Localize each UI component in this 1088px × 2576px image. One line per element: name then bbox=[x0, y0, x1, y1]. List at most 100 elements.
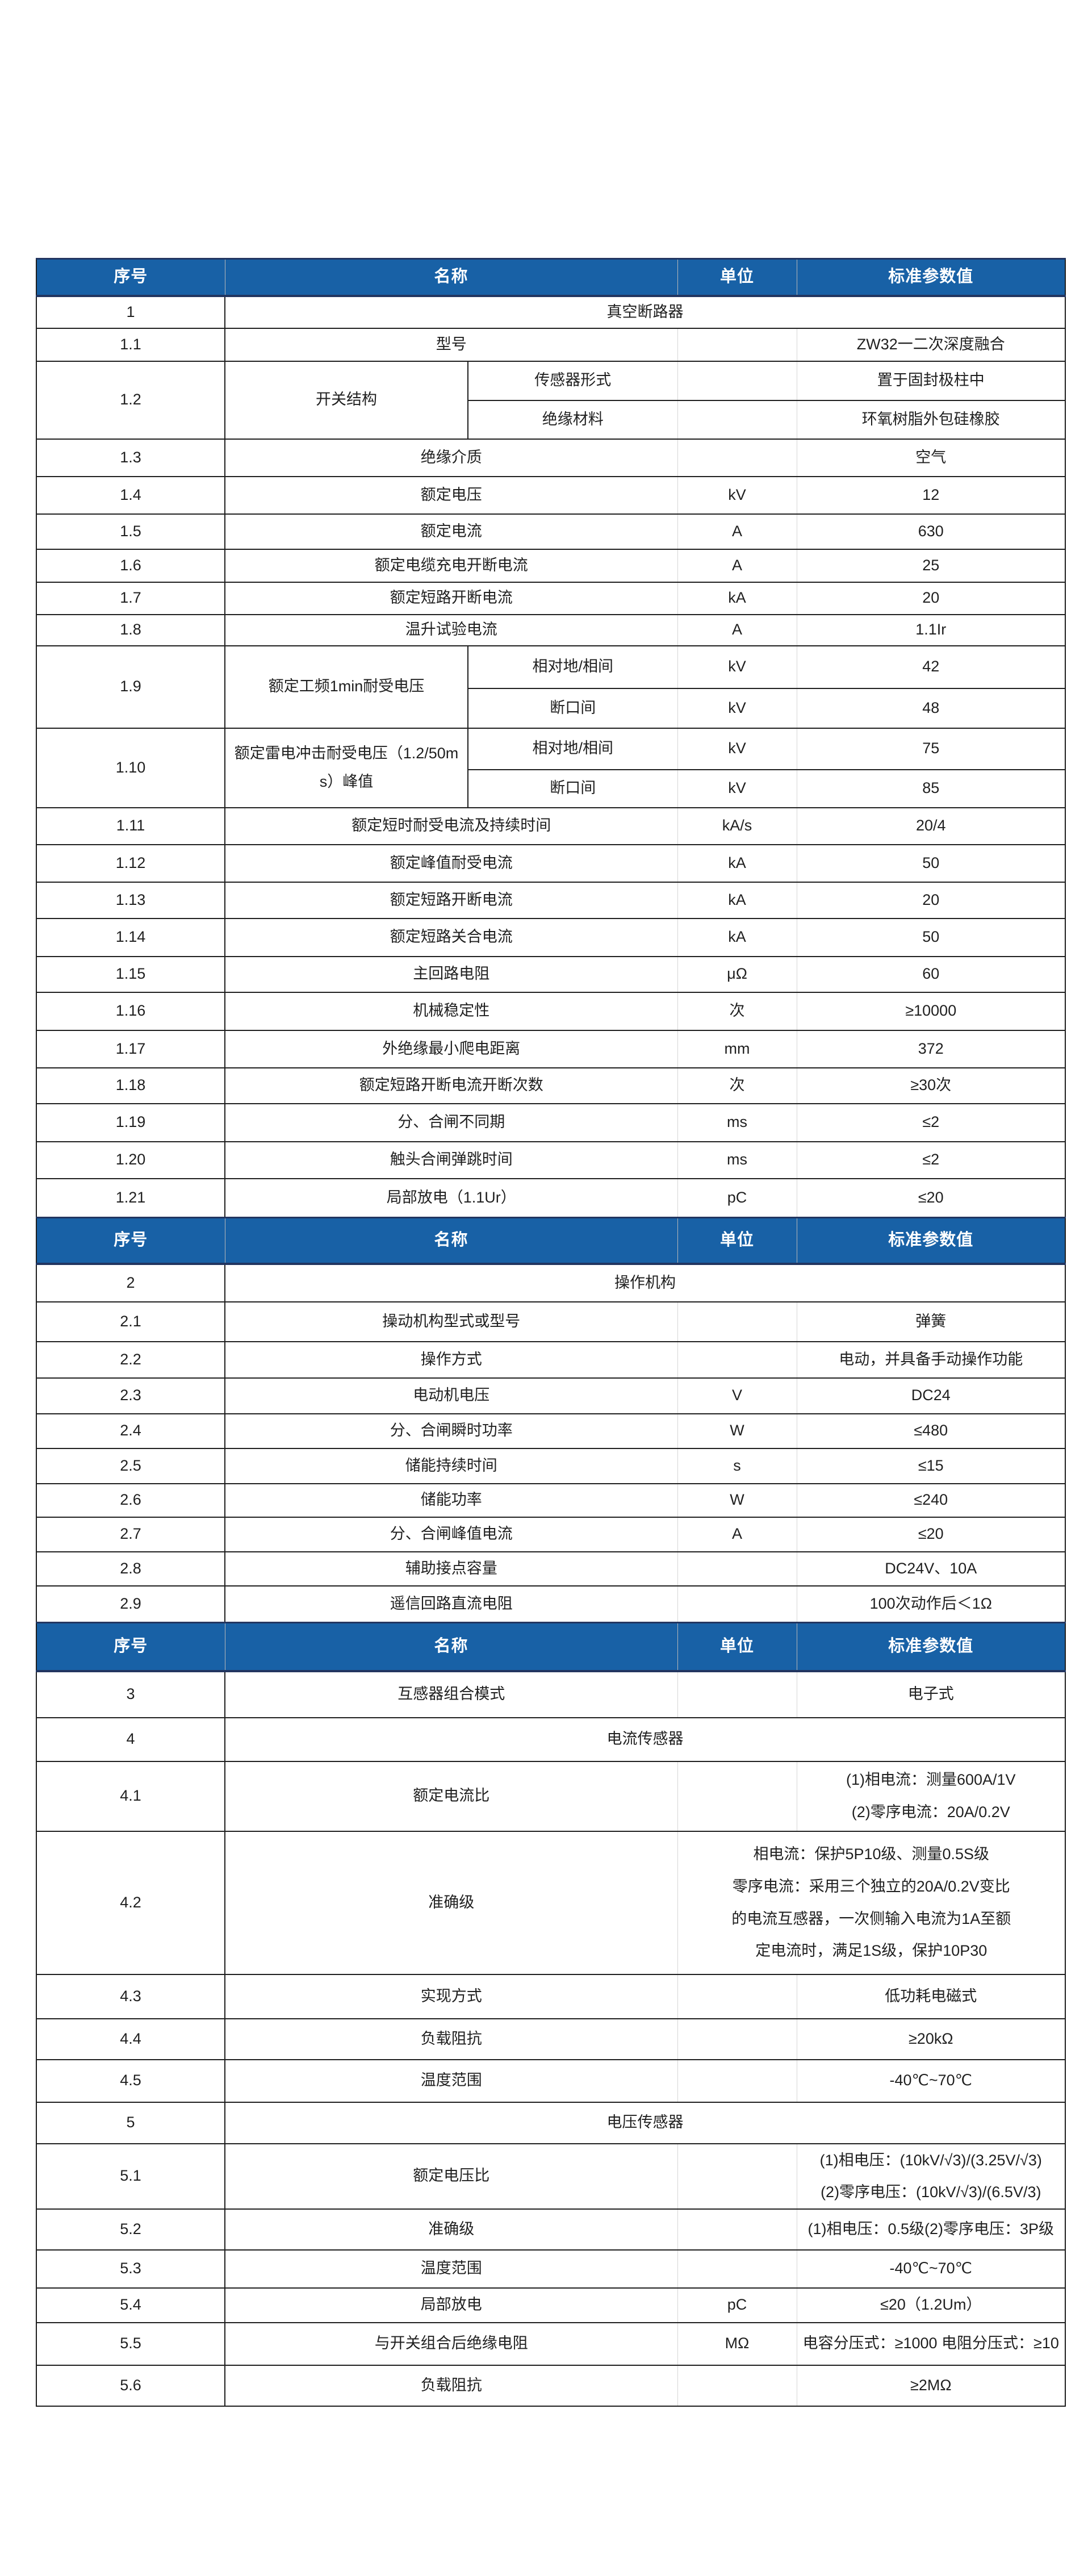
cell-unit bbox=[677, 399, 797, 439]
cell-value: 42 bbox=[796, 645, 1066, 688]
cell-unit bbox=[677, 2208, 797, 2250]
cell-serial: 1.3 bbox=[36, 438, 225, 477]
table-row: 5.4 局部放电 pC ≤20（1.2Um） bbox=[36, 2287, 1066, 2323]
cell-serial: 5.1 bbox=[36, 2143, 225, 2209]
cell-serial: 1.9 bbox=[36, 645, 225, 728]
table-row: 1.7 额定短路开断电流 kA 20 bbox=[36, 581, 1066, 615]
cell-name: 与开关组合后绝缘电阻 bbox=[225, 2322, 678, 2365]
cell-serial: 1 bbox=[36, 295, 225, 328]
cell-serial: 1.8 bbox=[36, 613, 225, 646]
cell-subname: 相对地/相间 bbox=[467, 645, 678, 688]
table-row: 2.3 电动机电压 V DC24 bbox=[36, 1377, 1066, 1414]
cell-unit bbox=[677, 2059, 797, 2102]
cell-value: 电容分压式：≥1000 电阻分压式：≥10 bbox=[796, 2322, 1066, 2365]
cell-value: ≤15 bbox=[796, 1447, 1066, 1484]
cell-unit: kV bbox=[677, 645, 797, 688]
table-row: 1.19 分、合闸不同期 ms ≤2 bbox=[36, 1103, 1066, 1142]
cell-unit: kA bbox=[677, 917, 797, 957]
cell-serial: 1.7 bbox=[36, 581, 225, 615]
cell-name: 准确级 bbox=[225, 1830, 678, 1974]
table-row: 1.20 触头合闸弹跳时间 ms ≤2 bbox=[36, 1141, 1066, 1179]
cell-value: 75 bbox=[796, 727, 1066, 770]
cell-unit: A bbox=[677, 548, 797, 582]
cell-serial: 2.3 bbox=[36, 1377, 225, 1414]
header-name: 名称 bbox=[224, 1622, 678, 1672]
cell-name: 额定电压比 bbox=[225, 2143, 678, 2209]
table-row: 1.15 主回路电阻 μΩ 60 bbox=[36, 955, 1066, 992]
header-unit: 单位 bbox=[677, 1217, 797, 1265]
cell-group-name: 开关结构 bbox=[225, 360, 468, 439]
cell-serial: 3 bbox=[36, 1670, 225, 1718]
cell-unit: kA bbox=[677, 844, 797, 882]
table-row: 5.6 负载阻抗 ≥2MΩ bbox=[36, 2364, 1066, 2406]
cell-serial: 4.4 bbox=[36, 2018, 225, 2060]
table-row: 5.1 额定电压比 (1)相电压：(10kV/√3)/(3.25V/√3) (2)零序… bbox=[36, 2143, 1066, 2209]
cell-unit bbox=[677, 360, 797, 400]
header-row: 序号 名称 单位 标准参数值 bbox=[36, 258, 1066, 297]
table-row: 5.3 温度范围 -40℃~70℃ bbox=[36, 2249, 1066, 2288]
table-row: 4.5 温度范围 -40℃~70℃ bbox=[36, 2059, 1066, 2102]
table-row: 5.2 准确级 (1)相电压：0.5级(2)零序电压：3P级 bbox=[36, 2208, 1066, 2250]
table-row: 1.12 额定峰值耐受电流 kA 50 bbox=[36, 844, 1066, 882]
cell-value: 环氧树脂外包硅橡胶 bbox=[796, 399, 1066, 439]
table-row: 2.2 操作方式 电动，并具备手动操作功能 bbox=[36, 1341, 1066, 1378]
table-row: 1.9 额定工频1min耐受电压 相对地/相间 kV 42 bbox=[36, 645, 1066, 728]
cell-name: 额定电流 bbox=[225, 513, 678, 549]
cell-subname: 相对地/相间 bbox=[467, 727, 678, 770]
cell-value: 48 bbox=[796, 687, 1066, 728]
value-line: 相电流：保护5P10级、测量0.5S级 bbox=[753, 1846, 990, 1863]
cell-value: (1)相电流：测量600A/1V (2)零序电流：20A/0.2V bbox=[796, 1760, 1066, 1831]
cell-value: ≤20 bbox=[796, 1516, 1066, 1552]
cell-value: 1.1Ir bbox=[796, 613, 1066, 646]
cell-serial: 1.21 bbox=[36, 1178, 225, 1218]
cell-name: 额定电流比 bbox=[225, 1760, 678, 1831]
cell-unit bbox=[677, 2143, 797, 2209]
cell-name: 机械稳定性 bbox=[225, 991, 678, 1030]
cell-value: 100次动作后＜1Ω bbox=[796, 1585, 1066, 1623]
table-row: 4.4 负载阻抗 ≥20kΩ bbox=[36, 2018, 1066, 2060]
cell-serial: 5.6 bbox=[36, 2364, 225, 2406]
cell-value: 相电流：保护5P10级、测量0.5S级零序电流：采用三个独立的20A/0.2V变… bbox=[677, 1830, 1066, 1974]
header-row: 序号 名称 单位 标准参数值 bbox=[36, 1622, 1066, 1672]
cell-subname: 断口间 bbox=[467, 687, 678, 728]
cell-serial: 1.17 bbox=[36, 1029, 225, 1068]
value-line: (2)零序电流：20A/0.2V bbox=[851, 1803, 1010, 1821]
cell-unit: 次 bbox=[677, 991, 797, 1030]
value-line: 零序电流：采用三个独立的20A/0.2V变比 bbox=[732, 1877, 1010, 1895]
cell-serial: 4.2 bbox=[36, 1830, 225, 1974]
cell-unit bbox=[677, 2249, 797, 2288]
cell-unit bbox=[677, 1760, 797, 1831]
cell-unit: A bbox=[677, 513, 797, 549]
cell-value: ≤2 bbox=[796, 1141, 1066, 1179]
table-row: 1.16 机械稳定性次 ≥10000 bbox=[36, 991, 1066, 1030]
table-row: 2.6 储能功率 W ≤240 bbox=[36, 1483, 1066, 1517]
cell-value: ≤240 bbox=[796, 1483, 1066, 1517]
value-line: (1)相电流：测量600A/1V bbox=[846, 1771, 1016, 1789]
cell-unit bbox=[677, 2364, 797, 2406]
table-row: 1.13 额定短路开断电流 kA 20 bbox=[36, 881, 1066, 918]
cell-name: 实现方式 bbox=[225, 1973, 678, 2019]
table-row: 1.10 额定雷电冲击耐受电压（1.2/50ms）峰值 相对地/相间 kV 75 bbox=[36, 727, 1066, 808]
cell-serial: 2.8 bbox=[36, 1551, 225, 1586]
table-row: 断口间 kV 48 bbox=[36, 687, 1066, 728]
cell-serial: 2.5 bbox=[36, 1447, 225, 1484]
cell-name: 储能功率 bbox=[225, 1483, 678, 1517]
cell-value: (1)相电压：0.5级(2)零序电压：3P级 bbox=[796, 2208, 1066, 2250]
cell-value: 弹簧 bbox=[796, 1301, 1066, 1342]
cell-unit: ms bbox=[677, 1141, 797, 1179]
cell-name: 准确级 bbox=[225, 2208, 678, 2250]
table-row: 1.2 开关结构 传感器形式 置于固封极柱中 bbox=[36, 360, 1066, 439]
cell-unit: A bbox=[677, 1516, 797, 1552]
table-row: 1.5 额定电流 A 630 bbox=[36, 513, 1066, 549]
header-unit: 单位 bbox=[677, 1622, 797, 1672]
cell-value: 12 bbox=[796, 475, 1066, 514]
cell-unit: W bbox=[677, 1413, 797, 1448]
cell-name: 额定峰值耐受电流 bbox=[225, 844, 678, 882]
cell-name: 主回路电阻 bbox=[225, 955, 678, 992]
table-row: 1.21 局部放电（1.1Ur） pC ≤20 bbox=[36, 1178, 1066, 1218]
cell-group-title: 电流传感器 bbox=[225, 1717, 1066, 1761]
value-line: (2)零序电压：(10kV/√3)/(6.5V/3) bbox=[821, 2183, 1041, 2201]
cell-serial: 1.11 bbox=[36, 807, 225, 845]
cell-value: 置于固封极柱中 bbox=[796, 360, 1066, 400]
